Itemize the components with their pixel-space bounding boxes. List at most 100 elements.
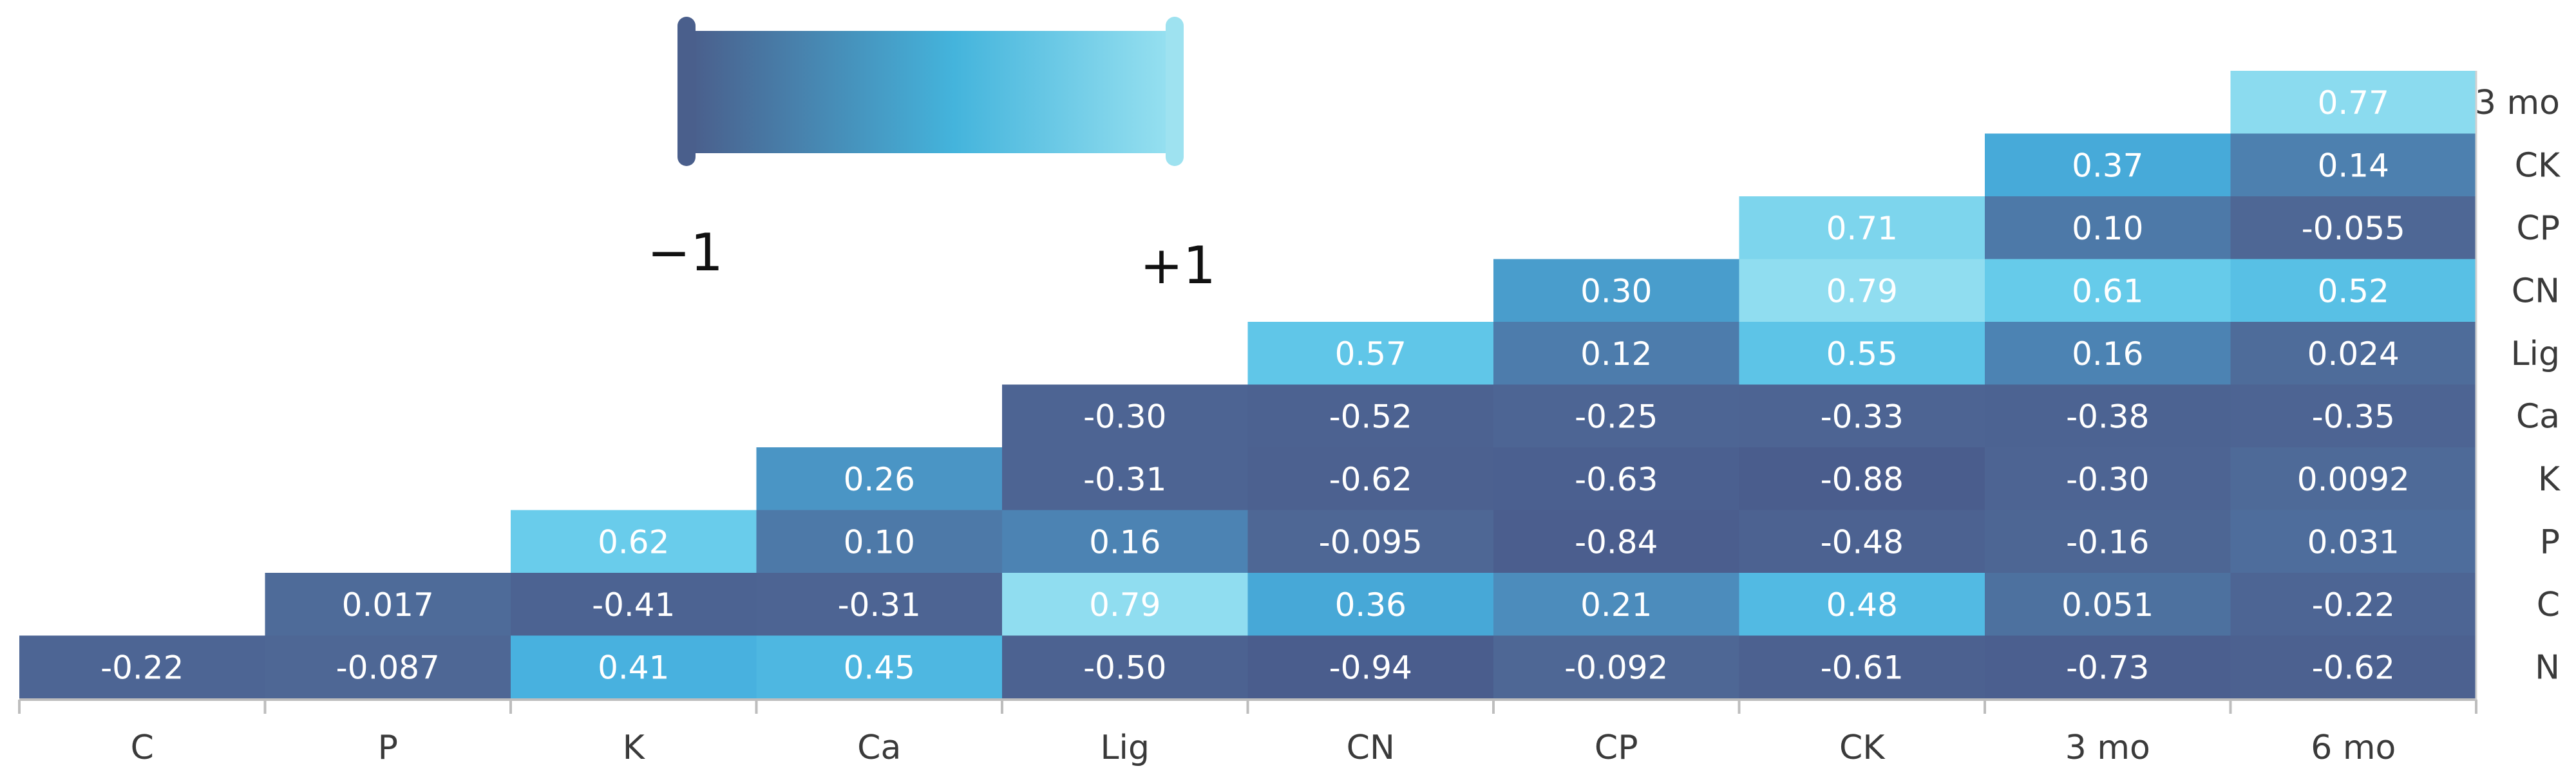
heatmap-cell bbox=[1247, 447, 1494, 511]
heatmap-cell bbox=[1002, 510, 1249, 573]
cell-value-label: -0.33 bbox=[1821, 398, 1904, 435]
heatmap-cell bbox=[1985, 259, 2231, 322]
cell-value-label: 0.024 bbox=[2307, 335, 2400, 373]
heatmap-cell bbox=[2230, 447, 2477, 511]
cell-value-label: -0.092 bbox=[1564, 649, 1668, 686]
colorbar-max-cap bbox=[1166, 17, 1184, 166]
cell-value-label: -0.22 bbox=[2312, 586, 2395, 624]
heatmap-cell bbox=[265, 635, 511, 699]
cell-value-label: -0.73 bbox=[2066, 649, 2149, 686]
heatmap-cell bbox=[1985, 384, 2231, 448]
cell-value-label: -0.30 bbox=[2066, 461, 2149, 498]
heatmap-cell bbox=[1002, 384, 1249, 448]
heatmap-cell bbox=[511, 573, 757, 637]
cell-value-label: -0.095 bbox=[1319, 523, 1423, 561]
x-tick-label: 3 mo bbox=[2065, 729, 2150, 767]
cell-value-label: 0.77 bbox=[2318, 84, 2389, 122]
cell-value-label: -0.30 bbox=[1083, 398, 1166, 435]
cell-value-label: -0.48 bbox=[1821, 523, 1904, 561]
cell-value-label: 0.45 bbox=[844, 649, 915, 686]
x-tick-label: 6 mo bbox=[2311, 729, 2396, 767]
cell-value-label: 0.55 bbox=[1826, 335, 1898, 373]
heatmap-cell bbox=[1739, 384, 1985, 448]
cell-value-label: 0.16 bbox=[1089, 523, 1160, 561]
heatmap-cell bbox=[1247, 510, 1494, 573]
cell-value-label: -0.31 bbox=[1083, 461, 1166, 498]
cell-value-label: 0.16 bbox=[2072, 335, 2143, 373]
x-tick-label: K bbox=[623, 729, 646, 767]
y-tick-label: Lig bbox=[2511, 335, 2560, 373]
colorbar-min-cap bbox=[677, 17, 696, 166]
cell-value-label: -0.84 bbox=[1575, 523, 1658, 561]
cell-value-label: -0.055 bbox=[2302, 210, 2405, 247]
heatmap-cell bbox=[2230, 133, 2477, 197]
heatmap-cell bbox=[2230, 71, 2477, 135]
y-tick-label: P bbox=[2540, 523, 2560, 561]
cell-value-label: 0.79 bbox=[1089, 586, 1160, 624]
y-tick-label: 3 mo bbox=[2475, 84, 2560, 122]
y-tick-label: Ca bbox=[2516, 397, 2560, 436]
cell-value-label: -0.50 bbox=[1083, 649, 1166, 686]
cell-value-label: -0.94 bbox=[1329, 649, 1412, 686]
heatmap-cell bbox=[1739, 573, 1985, 637]
colorbar-min-label: −1 bbox=[647, 223, 723, 283]
heatmap-cell bbox=[1247, 384, 1494, 448]
x-tick-label: Ca bbox=[857, 729, 901, 767]
x-tick-label: C bbox=[131, 729, 154, 767]
cell-value-label: 0.48 bbox=[1826, 586, 1898, 624]
cell-value-label: -0.61 bbox=[1821, 649, 1904, 686]
cell-value-label: 0.62 bbox=[598, 523, 669, 561]
cell-value-label: 0.57 bbox=[1335, 335, 1406, 373]
heatmap-cell bbox=[1985, 133, 2231, 197]
heatmap-cell bbox=[756, 573, 1003, 637]
heatmap-cell bbox=[1493, 259, 1740, 322]
cell-value-label: -0.88 bbox=[1821, 461, 1904, 498]
heatmap-cells: 0.77 0.37 0.14 0.71 0.10 -0.055 0.30 0.79 0.61 0.… bbox=[19, 71, 2477, 699]
colorbar-gradient bbox=[692, 31, 1169, 153]
heatmap-cell bbox=[1985, 573, 2231, 637]
x-tick-label: P bbox=[378, 729, 398, 767]
heatmap-cell bbox=[1247, 322, 1494, 386]
cell-value-label: 0.14 bbox=[2318, 147, 2389, 184]
heatmap-cell bbox=[1985, 447, 2231, 511]
cell-value-label: -0.35 bbox=[2312, 398, 2395, 435]
heatmap-cell bbox=[1493, 573, 1740, 637]
cell-value-label: 0.12 bbox=[1580, 335, 1652, 373]
heatmap-cell bbox=[1739, 510, 1985, 573]
cell-value-label: -0.52 bbox=[1329, 398, 1412, 435]
heatmap-cell bbox=[1739, 322, 1985, 386]
heatmap-cell bbox=[265, 573, 511, 637]
cell-value-label: 0.031 bbox=[2307, 523, 2400, 561]
y-tick-label: CK bbox=[2515, 146, 2561, 185]
heatmap-cell bbox=[1739, 196, 1985, 260]
cell-value-label: -0.31 bbox=[838, 586, 921, 624]
heatmap-cell bbox=[1739, 635, 1985, 699]
cell-value-label: 0.10 bbox=[2072, 210, 2143, 247]
cell-value-label: 0.21 bbox=[1580, 586, 1652, 624]
heatmap-cell bbox=[1985, 635, 2231, 699]
heatmap-cell bbox=[2230, 510, 2477, 573]
heatmap-cell bbox=[1985, 196, 2231, 260]
cell-value-label: 0.52 bbox=[2318, 272, 2389, 310]
heatmap-cell bbox=[2230, 322, 2477, 386]
heatmap-cell bbox=[1493, 384, 1740, 448]
cell-value-label: -0.62 bbox=[2312, 649, 2395, 686]
x-axis: C P K Ca Lig CN CP CK 3 mo 6 mo bbox=[18, 698, 2477, 767]
heatmap-cell bbox=[1493, 322, 1740, 386]
y-tick-label: CN bbox=[2512, 272, 2560, 310]
x-tick-label: CN bbox=[1347, 729, 1395, 767]
heatmap-cell bbox=[2230, 384, 2477, 448]
x-tick-label: Lig bbox=[1101, 729, 1150, 767]
heatmap-cell bbox=[1985, 322, 2231, 386]
heatmap-cell bbox=[1002, 573, 1249, 637]
heatmap-cell bbox=[756, 510, 1003, 573]
heatmap-cell bbox=[1739, 447, 1985, 511]
cell-value-label: -0.25 bbox=[1575, 398, 1658, 435]
cell-value-label: 0.36 bbox=[1335, 586, 1406, 624]
heatmap-cell bbox=[1002, 635, 1249, 699]
heatmap-cell bbox=[1247, 573, 1494, 637]
heatmap-cell bbox=[2230, 196, 2477, 260]
heatmap-cell bbox=[1985, 510, 2231, 573]
